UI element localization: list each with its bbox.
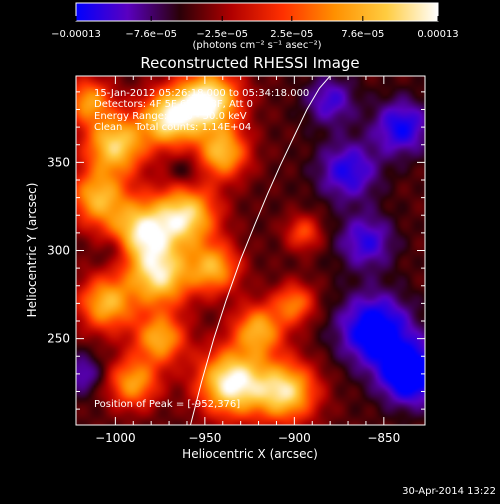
solar-limb-line xyxy=(190,76,331,425)
x-tick-label: −1000 xyxy=(95,431,136,445)
heatmap-image xyxy=(76,76,425,425)
colorbar-tick-label: −7.6e−05 xyxy=(125,29,177,40)
plot-area: −1000 −950 −900 −850 250 300 350 15-Jan-2012 0… xyxy=(47,75,426,445)
colorbar-tick-label: 7.6e−05 xyxy=(341,29,384,40)
colorbar-tick-label: −0.00013 xyxy=(51,29,101,40)
y-tick-label: 350 xyxy=(47,155,70,169)
colorbar-tick-label: −2.5e−05 xyxy=(196,29,248,40)
colorbar-tick-label: 0.00013 xyxy=(417,29,458,40)
info-clean-counts: Clean Total counts: 1.14E+04 xyxy=(94,122,251,133)
info-energy-range: Energy Range: 25.0 - 50.0 keV xyxy=(94,111,247,122)
info-detectors: Detectors: 4F 5F 6F 7F 8F, Att 0 xyxy=(94,99,253,110)
y-axis-label: Heliocentric Y (arcsec) xyxy=(25,183,39,318)
chart-title: Reconstructed RHESSI Image xyxy=(140,54,359,72)
x-tick-label: −900 xyxy=(278,431,311,445)
x-tick-label: −950 xyxy=(188,431,221,445)
x-tick-label: −850 xyxy=(367,431,400,445)
peak-position-label: Position of Peak = [-952,376] xyxy=(94,399,240,410)
y-tick-label: 300 xyxy=(47,244,70,258)
colorbar-unit-label: (photons cm⁻² s⁻¹ asec⁻²) xyxy=(192,40,321,51)
x-axis-label: Heliocentric X (arcsec) xyxy=(182,447,318,461)
info-time-range: 15-Jan-2012 05:26:18.000 to 05:34:18.000 xyxy=(94,88,309,99)
y-tick-label: 250 xyxy=(47,332,70,346)
colorbar-gradient xyxy=(75,2,439,22)
colorbar: −0.00013 −7.6e−05 −2.5e−05 2.5e−05 7.6e−05 0.… xyxy=(51,2,459,51)
footer-timestamp: 30-Apr-2014 13:22 xyxy=(402,486,496,497)
info-text-block: 15-Jan-2012 05:26:18.000 to 05:34:18.000… xyxy=(94,88,309,133)
colorbar-tick-label: 2.5e−05 xyxy=(270,29,313,40)
